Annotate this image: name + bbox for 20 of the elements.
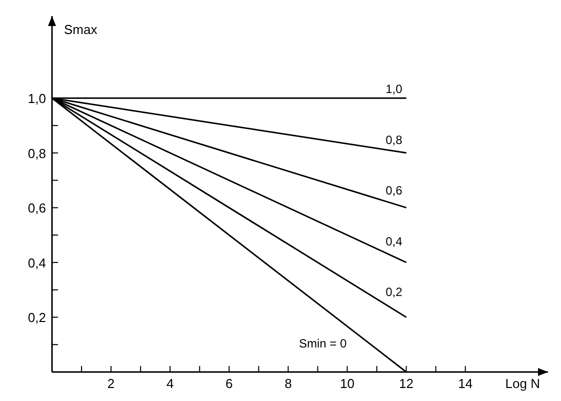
series-label: 0,2 — [386, 285, 403, 300]
y-tick-label: 1,0 — [28, 91, 46, 106]
y-tick-label: 0,4 — [28, 255, 46, 270]
y-tick-label: 0,2 — [28, 310, 46, 326]
x-axis-title: Log N — [505, 376, 540, 391]
series-label: 0,8 — [386, 132, 403, 147]
x-tick-label: 12 — [399, 376, 414, 391]
x-tick-label: 6 — [226, 376, 233, 391]
x-tick-label: 2 — [107, 376, 115, 391]
series-label: Smin = 0 — [298, 336, 347, 351]
y-tick-label: 0,6 — [28, 200, 46, 216]
series-label: 1,0 — [386, 82, 403, 96]
x-tick-label: 14 — [458, 376, 473, 391]
x-tick-label: 10 — [340, 376, 354, 391]
series-label: 0,4 — [386, 234, 403, 248]
x-tick-label: 8 — [284, 376, 292, 391]
y-axis-title: Smax — [64, 22, 98, 37]
y-tick-label: 0,8 — [28, 146, 46, 161]
x-tick-label: 4 — [166, 376, 174, 391]
series-label: 0,6 — [386, 184, 403, 198]
